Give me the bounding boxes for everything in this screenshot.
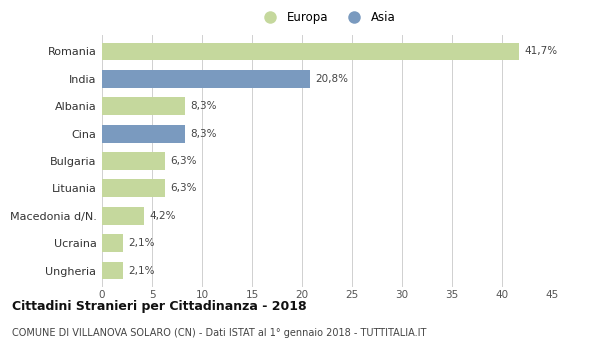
Text: 41,7%: 41,7% xyxy=(524,47,557,56)
Bar xyxy=(102,180,165,197)
Text: 20,8%: 20,8% xyxy=(315,74,348,84)
Bar xyxy=(102,97,185,115)
Text: 6,3%: 6,3% xyxy=(170,183,197,194)
Text: 8,3%: 8,3% xyxy=(190,101,217,111)
Legend: Europa, Asia: Europa, Asia xyxy=(256,9,398,27)
Bar xyxy=(102,234,123,252)
Text: 8,3%: 8,3% xyxy=(190,128,217,139)
Bar xyxy=(102,152,165,170)
Text: 6,3%: 6,3% xyxy=(170,156,197,166)
Text: 4,2%: 4,2% xyxy=(149,211,176,221)
Bar xyxy=(102,262,123,279)
Bar xyxy=(102,43,519,60)
Text: 2,1%: 2,1% xyxy=(128,266,155,275)
Text: COMUNE DI VILLANOVA SOLARO (CN) - Dati ISTAT al 1° gennaio 2018 - TUTTITALIA.IT: COMUNE DI VILLANOVA SOLARO (CN) - Dati I… xyxy=(12,328,427,338)
Bar xyxy=(102,207,144,225)
Bar xyxy=(102,125,185,142)
Text: Cittadini Stranieri per Cittadinanza - 2018: Cittadini Stranieri per Cittadinanza - 2… xyxy=(12,300,307,313)
Bar xyxy=(102,70,310,88)
Text: 2,1%: 2,1% xyxy=(128,238,155,248)
